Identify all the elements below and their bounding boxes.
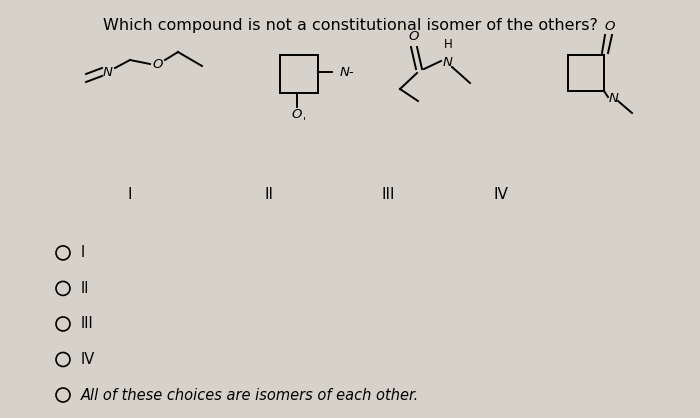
Text: II: II — [81, 281, 90, 296]
Text: I: I — [127, 187, 132, 202]
Text: III: III — [382, 187, 395, 202]
Text: N-: N- — [340, 66, 355, 79]
Text: O: O — [153, 58, 163, 71]
Text: III: III — [81, 316, 94, 331]
Text: N: N — [443, 56, 453, 69]
Text: O: O — [292, 109, 302, 122]
Text: N: N — [609, 92, 619, 105]
Text: Which compound is not a constitutional isomer of the others?: Which compound is not a constitutional i… — [103, 18, 597, 33]
Text: All of these choices are isomers of each other.: All of these choices are isomers of each… — [81, 387, 419, 403]
Text: O: O — [605, 20, 615, 33]
Text: H: H — [444, 38, 452, 51]
Text: II: II — [265, 187, 274, 202]
Text: IV: IV — [493, 187, 508, 202]
Text: O: O — [409, 31, 419, 43]
Text: I: I — [81, 245, 85, 260]
Text: IV: IV — [81, 352, 95, 367]
Text: N: N — [103, 66, 113, 79]
Text: ': ' — [302, 116, 306, 126]
